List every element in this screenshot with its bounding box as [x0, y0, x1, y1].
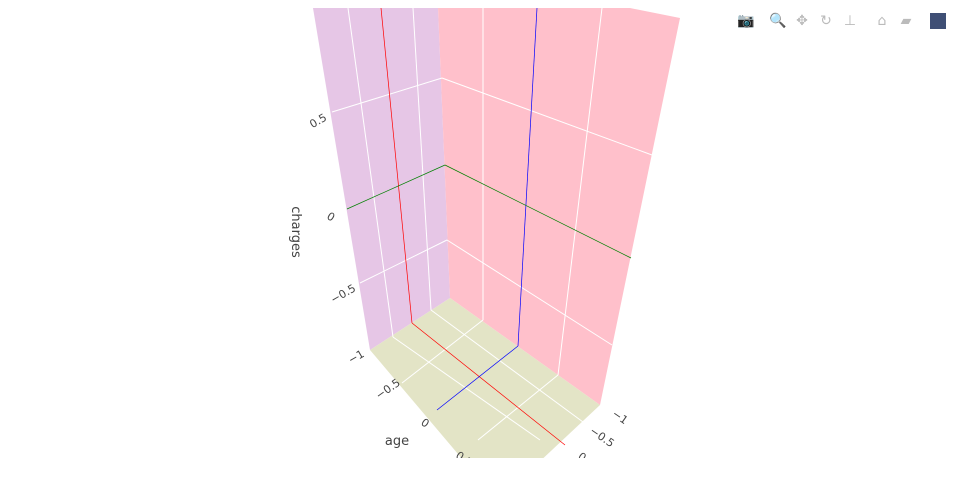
- x-tick: 0: [418, 416, 431, 431]
- zero-line-z-right: [444, 164, 632, 259]
- z-wall: [313, 8, 450, 350]
- y-tick: −0.5: [587, 424, 616, 450]
- zero-line-z: [346, 164, 446, 210]
- zero-line-y: [380, 8, 413, 324]
- gridline: [446, 239, 613, 346]
- gridline: [557, 8, 603, 376]
- gridline: [347, 8, 394, 338]
- camera-view-icon[interactable]: ▰: [900, 13, 912, 29]
- gridline: [430, 309, 584, 423]
- z-axis-title: charges: [288, 206, 303, 258]
- gridline: [401, 319, 484, 384]
- turntable-icon[interactable]: ⊥: [843, 13, 857, 29]
- gridline: [441, 77, 653, 156]
- z-tick: −0.5: [328, 282, 358, 307]
- z-tick: −1: [346, 347, 367, 366]
- gridline: [331, 77, 443, 113]
- plotly-logo-icon[interactable]: [926, 10, 950, 32]
- y-tick: −1: [610, 407, 631, 427]
- y-tick: 0: [575, 450, 588, 465]
- gridline: [412, 8, 432, 311]
- gridline: [392, 336, 541, 441]
- gridline: [359, 239, 448, 284]
- pan-icon[interactable]: ✥: [796, 13, 808, 29]
- zoom-icon[interactable]: 🔍: [769, 13, 787, 29]
- x-tick: 0.5: [453, 449, 475, 470]
- y-wall: [438, 8, 680, 405]
- z-tick: 0: [324, 210, 337, 225]
- x-floor: [370, 298, 600, 458]
- camera-icon[interactable]: 📷: [737, 13, 755, 29]
- zero-line-x: [517, 8, 538, 347]
- home-icon[interactable]: ⌂: [877, 13, 887, 29]
- zero-line-x-floor: [436, 345, 519, 411]
- orbit-icon[interactable]: ↻: [820, 13, 832, 29]
- x-axis-title: age: [385, 434, 409, 449]
- zero-line-y-floor: [411, 322, 566, 446]
- z-tick: 0.5: [307, 111, 329, 131]
- modebar: 📷 🔍 ✥ ↻ ⊥ ⌂ ▰: [734, 10, 950, 32]
